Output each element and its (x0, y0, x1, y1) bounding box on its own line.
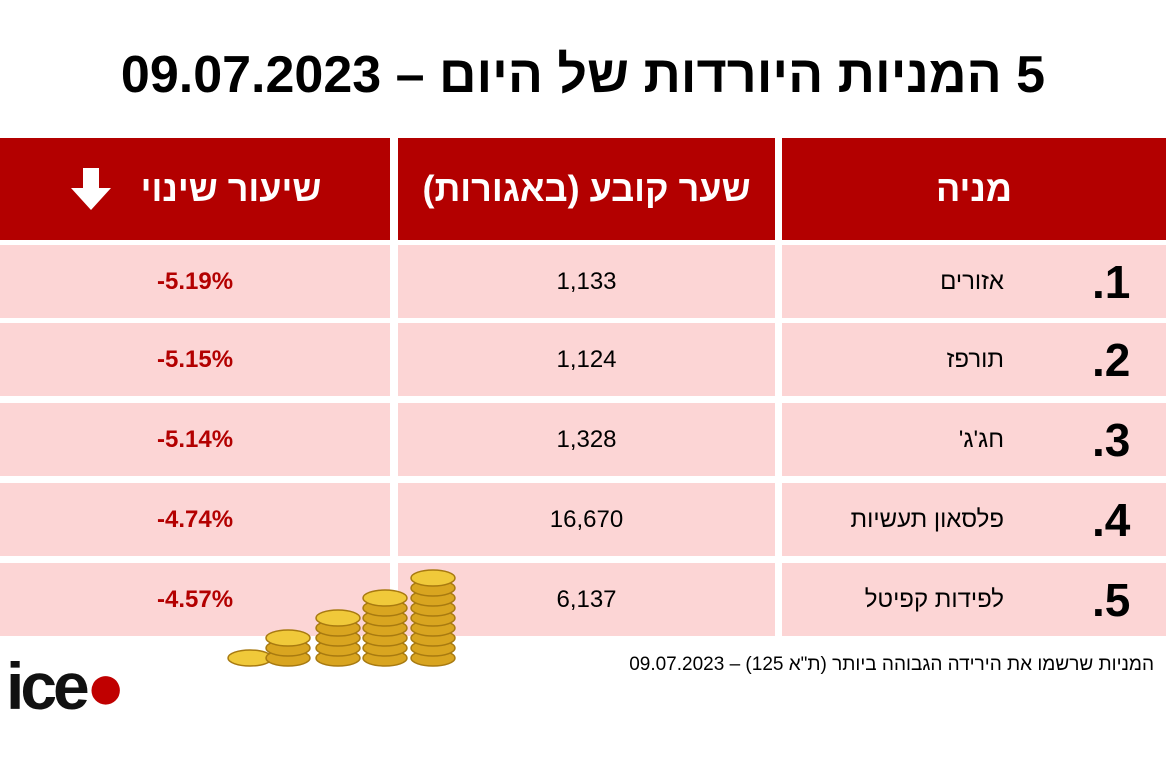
row-number: 4. (1092, 493, 1131, 546)
change-cell: -5.15% (0, 323, 390, 396)
price: 6,137 (556, 585, 617, 613)
price: 16,670 (549, 505, 624, 533)
change: -5.15% (156, 345, 234, 373)
stock-name: חג'ג' (958, 425, 1004, 453)
price-cell: 1,328 (398, 403, 775, 476)
price-cell: 16,670 (398, 483, 775, 556)
change-cell: -5.19% (0, 245, 390, 318)
name-cell: 4. פלסאון תעשיות (782, 483, 1166, 556)
name-cell: 1. אזורים (782, 245, 1166, 318)
coin (265, 629, 311, 647)
coin (362, 589, 408, 607)
change: -4.74% (156, 505, 234, 533)
stock-name: לפידות קפיטל (864, 585, 1004, 613)
column-header: מניה (782, 138, 1166, 240)
price-cell: 1,124 (398, 323, 775, 396)
price-cell: 6,137 (398, 563, 775, 636)
change: -4.57% (156, 585, 234, 613)
logo-dot: ● (85, 649, 126, 723)
row-number: 3. (1092, 413, 1131, 466)
name-cell: 5. לפידות קפיטל (782, 563, 1166, 636)
down-arrow-icon (70, 168, 111, 210)
change: -5.19% (156, 267, 234, 295)
logo-text: ice (6, 649, 90, 723)
coin (410, 569, 456, 587)
stock-name: פלסאון תעשיות (850, 505, 1004, 533)
header-text: שיעור שינוי (140, 168, 322, 209)
column-header: שער קובע (באגורות) (398, 138, 775, 240)
change-cell: -5.14% (0, 403, 390, 476)
coin (315, 609, 361, 627)
stock-name: אזורים (940, 267, 1004, 295)
row-number: 1. (1092, 255, 1131, 308)
title: 5 המניות היורדות של היום – 09.07.2023 (120, 46, 1046, 104)
row-number: 2. (1092, 333, 1131, 386)
logo: ice● (6, 648, 126, 724)
header-text: שער קובע (באגורות) (422, 168, 751, 209)
coins-illustration (227, 569, 456, 667)
footnote: המניות שרשמו את הירידה הגבוהה ביותר (ת"א… (629, 654, 1154, 675)
price-cell: 1,133 (398, 245, 775, 318)
name-cell: 3. חג'ג' (782, 403, 1166, 476)
change: -5.14% (156, 425, 234, 453)
price: 1,133 (556, 267, 617, 295)
price: 1,328 (556, 425, 617, 453)
stock-name: תורפז (946, 345, 1004, 373)
name-cell: 2. תורפז (782, 323, 1166, 396)
row-number: 5. (1092, 573, 1131, 626)
header-text: מניה (935, 168, 1013, 209)
column-header: שיעור שינוי (0, 138, 390, 240)
change-cell: -4.74% (0, 483, 390, 556)
price: 1,124 (556, 345, 617, 373)
